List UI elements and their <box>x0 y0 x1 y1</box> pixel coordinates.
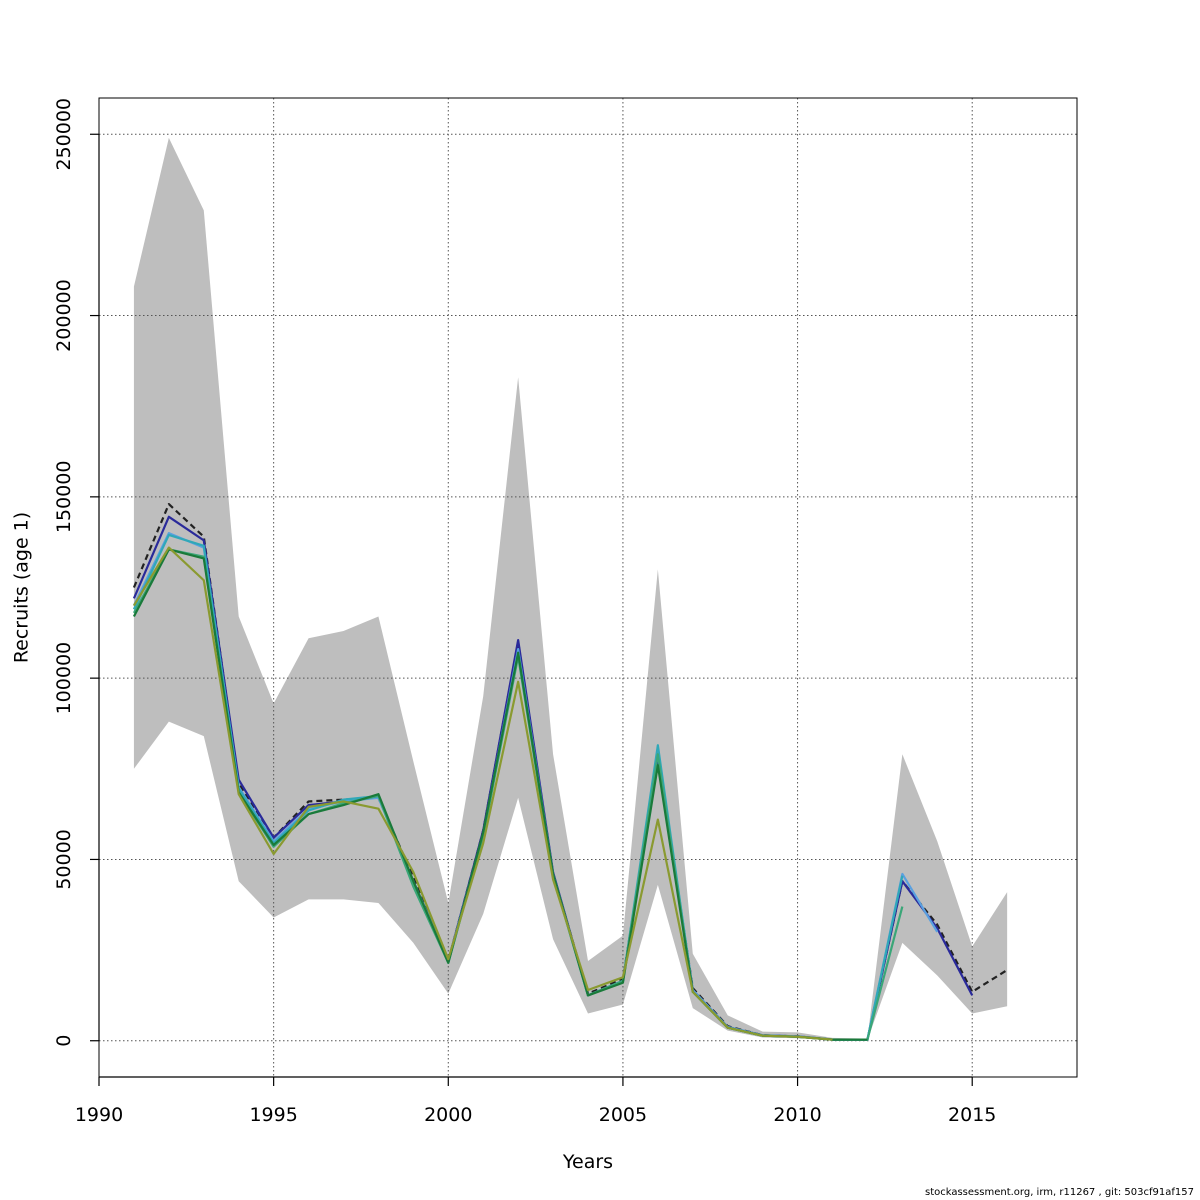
confidence-band <box>133 137 1008 1041</box>
series-lines <box>132 503 1008 1041</box>
y-tick-label: 0 <box>53 1035 75 1047</box>
x-axis-title: Years <box>562 1151 613 1173</box>
x-tick-label: 2010 <box>773 1104 821 1126</box>
y-tick-label: 100000 <box>53 642 75 715</box>
y-tick-label: 250000 <box>53 98 75 171</box>
x-tick-label: 2015 <box>948 1104 996 1126</box>
x-tick-label: 2000 <box>424 1104 472 1126</box>
y-axis-title: Recruits (age 1) <box>11 512 33 663</box>
x-tick-label: 2005 <box>599 1104 647 1126</box>
x-tick-label: 1990 <box>75 1104 123 1126</box>
axes: 1990 1995 2000 2005 2010 2015 0 50000 100000 1500… <box>53 98 996 1126</box>
y-tick-label: 150000 <box>53 461 75 534</box>
band-polygon <box>133 137 1008 1041</box>
series-line-7 <box>132 546 833 1041</box>
footer-credit: stockassessment.org, irm, r11267 , git: … <box>924 1187 1194 1198</box>
grid <box>98 98 1077 1077</box>
y-tick-label: 50000 <box>53 829 75 889</box>
y-tick-label: 200000 <box>53 279 75 352</box>
x-tick-label: 1995 <box>249 1104 297 1126</box>
